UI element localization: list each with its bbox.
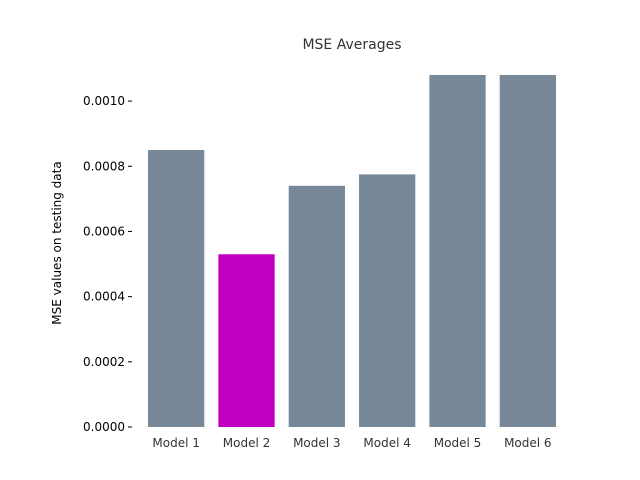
- bar-1: [148, 149, 205, 427]
- x-axis-tick-labels: Model 1 Model 2 Model 3 Model 4 Model 5 Model…: [152, 436, 551, 450]
- bar-3: [288, 185, 345, 427]
- bar-6: [499, 75, 556, 427]
- x-tick-label-3: Model 3: [293, 436, 340, 450]
- y-tick-label-1: 0.0000: [83, 420, 125, 434]
- y-tick-label-4: 0.0006: [83, 224, 125, 238]
- y-axis-ticks: 0.0000 0.0002 0.0004 0.0006 0.0008 0.0010: [83, 94, 132, 434]
- bar-4: [359, 174, 416, 427]
- x-tick-label-6: Model 6: [504, 436, 551, 450]
- y-tick-label-2: 0.0002: [83, 355, 125, 369]
- bar-5: [429, 75, 486, 427]
- y-tick-label-5: 0.0008: [83, 159, 125, 173]
- x-tick-label-4: Model 4: [363, 436, 410, 450]
- x-tick-label-1: Model 1: [152, 436, 199, 450]
- chart-title: MSE Averages: [302, 37, 401, 53]
- y-tick-label-3: 0.0004: [83, 290, 125, 304]
- y-tick-label-6: 0.0010: [83, 94, 125, 108]
- x-tick-label-2: Model 2: [223, 436, 270, 450]
- bars-group: [148, 75, 556, 427]
- y-axis-label: MSE values on testing data: [50, 161, 64, 324]
- x-tick-label-5: Model 5: [434, 436, 481, 450]
- bar-2: [218, 254, 275, 427]
